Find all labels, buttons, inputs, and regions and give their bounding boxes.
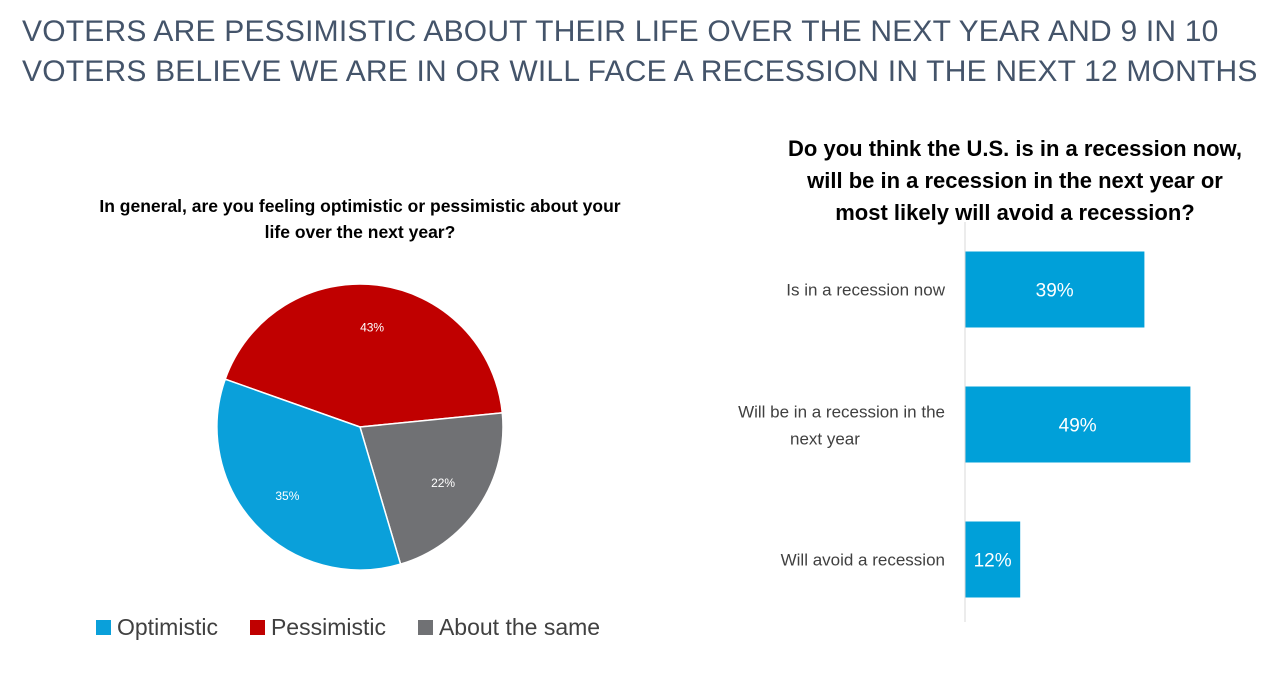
bar-chart: 39% Is in a recession now 49% Will be in a … [738, 222, 1191, 622]
bar-3 [965, 521, 1021, 598]
bar-value-label-3: 12% [974, 551, 1012, 572]
bar-2 [965, 386, 1191, 463]
bar-title-line-3: most likely will avoid a recession? [835, 200, 1195, 225]
pie-slice-optimistic [216, 378, 402, 571]
pie-label-pessimistic: 43% [360, 321, 384, 335]
legend-swatch-optimistic [96, 620, 111, 635]
legend-item-about-the-same: About the same [417, 614, 601, 641]
pie-chart-title: In general, are you feeling optimistic o… [60, 193, 660, 245]
pie-label-optimistic: 35% [275, 489, 299, 503]
legend-item-pessimistic: Pessimistic [249, 614, 386, 641]
legend-item-optimistic: Optimistic [96, 614, 218, 641]
bar-category-label-2-line-1: Will be in a recession in the [738, 403, 945, 422]
legend-label-pessimistic: Pessimistic [270, 614, 386, 640]
pie-slice-pessimistic [224, 283, 504, 428]
legend-swatch-about-the-same [417, 620, 433, 635]
headline-line-2: VOTERS BELIEVE WE ARE IN OR WILL FACE A … [22, 55, 1258, 88]
headline: VOTERS ARE PESSIMISTIC ABOUT THEIR LIFE … [22, 12, 1258, 92]
legend-swatch-pessimistic [249, 620, 265, 635]
pie-title-line-2: life over the next year? [264, 222, 456, 242]
bar-category-label-1: Is in a recession now [786, 281, 945, 300]
headline-line-1: VOTERS ARE PESSIMISTIC ABOUT THEIR LIFE … [22, 15, 1219, 48]
legend-label-optimistic: Optimistic [117, 614, 218, 640]
bar-category-label-2-line-2: next year [790, 430, 860, 449]
bar-value-label-1: 39% [1036, 281, 1074, 302]
pie-chart: 43% 22% 35% [216, 283, 504, 571]
bar-value-label-2: 49% [1059, 416, 1097, 437]
bar-chart-title: Do you think the U.S. is in a recession … [740, 133, 1263, 229]
pie-label-about-the-same: 22% [431, 476, 455, 490]
bar-title-line-1: Do you think the U.S. is in a recession … [788, 136, 1242, 161]
pie-title-line-1: In general, are you feeling optimistic o… [99, 196, 621, 216]
bar-category-label-3: Will avoid a recession [781, 551, 945, 570]
bar-1 [965, 251, 1145, 328]
pie-legend: Optimistic Pessimistic About the same [96, 614, 600, 641]
bar-title-line-2: will be in a recession in the next year … [807, 168, 1223, 193]
legend-label-about-the-same: About the same [438, 614, 601, 640]
pie-slice-about-the-same [359, 412, 504, 566]
